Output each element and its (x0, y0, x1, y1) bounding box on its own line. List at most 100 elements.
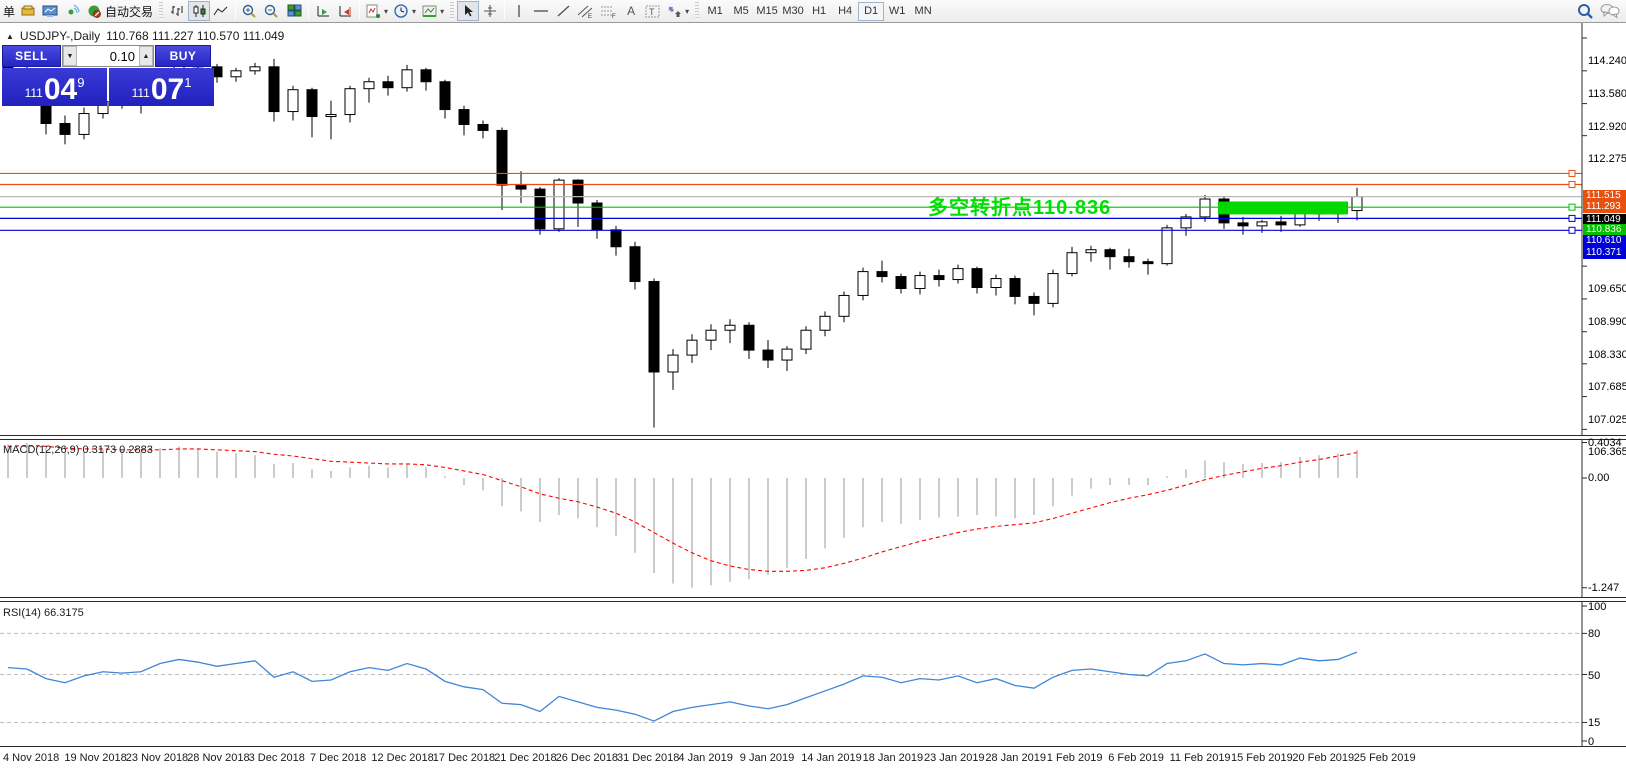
chat-icon[interactable] (1597, 1, 1623, 21)
sell-quote[interactable]: 111 04 9 (2, 68, 107, 106)
candle-body (876, 271, 888, 278)
date-axis[interactable]: 4 Nov 2018 19 Nov 2018 23 Nov 2018 28 Nov 2… (0, 746, 1626, 771)
timeframe-w1[interactable]: W1 (888, 5, 906, 17)
line-anchor-handle[interactable] (1568, 214, 1576, 222)
volume-decrease-button[interactable]: ▼ (63, 46, 77, 66)
zoom-in-icon[interactable] (239, 1, 261, 21)
bar-chart-icon[interactable] (166, 1, 188, 21)
timeframe-h4[interactable]: H4 (838, 5, 853, 17)
timeframe-bar: M1 M5 M15 M30 H1 H4 D1 W1 MN (702, 1, 936, 21)
toolbar-grip[interactable] (159, 2, 164, 20)
chart-profile-icon[interactable] (39, 1, 61, 21)
svg-text:T: T (649, 7, 655, 17)
sell-price-big: 04 (43, 73, 78, 106)
vertical-line-icon[interactable] (508, 1, 530, 21)
timeframe-m5[interactable]: M5 (733, 5, 749, 17)
volume-increase-button[interactable]: ▲ (139, 46, 153, 66)
main-price-chart[interactable] (0, 23, 1626, 435)
text-icon[interactable]: A (627, 4, 636, 18)
rsi-label: RSI(14) 66.3175 (3, 607, 84, 619)
candle-body (496, 129, 508, 186)
chevron-down-icon: ▾ (685, 6, 690, 16)
search-icon[interactable] (1574, 1, 1597, 21)
arrows-icon[interactable]: ▾ (664, 1, 692, 21)
autotrade-icon[interactable]: 自动交易 (83, 1, 156, 21)
sell-button[interactable]: SELL (2, 45, 61, 67)
buy-button[interactable]: BUY (155, 45, 211, 67)
new-order-partial-label[interactable]: 单 (3, 4, 16, 19)
panel-separator[interactable] (0, 435, 1626, 440)
sell-price-sup: 9 (77, 75, 85, 90)
panel-separator[interactable] (0, 597, 1626, 602)
date-axis-label: 21 Dec 2018 (494, 752, 557, 764)
fibonacci-icon[interactable]: F (597, 1, 620, 21)
chart-title: USDJPY-,Daily (19, 29, 101, 43)
timeframe-m1[interactable]: M1 (707, 5, 723, 17)
buy-quote[interactable]: 111 07 1 (109, 68, 214, 106)
chart-window: ▲ USDJPY-,Daily 110.768 111.227 110.570 … (0, 23, 1626, 771)
line-anchor-handle[interactable] (1568, 180, 1576, 188)
timeframe-m15[interactable]: M15 (756, 5, 778, 17)
periods-button[interactable]: ▾ (391, 1, 419, 21)
chart-shift-icon[interactable] (334, 1, 356, 21)
candle-body (952, 268, 964, 281)
date-axis-label: 26 Dec 2018 (555, 752, 618, 764)
templates-button[interactable]: ▾ (419, 1, 447, 21)
buy-price-sup: 1 (184, 75, 192, 90)
candle-body (1180, 216, 1192, 229)
macd-label: MACD(12,26,9) 0.3173 0.2883 (3, 444, 153, 456)
candle-body (363, 81, 375, 90)
date-axis-label: 3 Dec 2018 (248, 752, 305, 764)
candlestick-chart-icon[interactable] (188, 1, 211, 21)
price-axis-tick-label: 113.580 (1588, 87, 1626, 100)
timeframe-m30[interactable]: M30 (782, 5, 804, 17)
date-axis-label: 1 Feb 2019 (1046, 752, 1103, 764)
volume-input[interactable] (77, 46, 139, 66)
new-order-icon[interactable] (17, 1, 39, 21)
tile-windows-icon[interactable] (283, 1, 305, 21)
candle-body (800, 329, 812, 350)
date-axis-label: 4 Nov 2018 (3, 752, 60, 764)
toolbar-grip[interactable] (450, 2, 455, 20)
candle-body (401, 69, 413, 89)
candle-body (1009, 278, 1021, 297)
toolbar-separator (359, 2, 361, 20)
candle-body (420, 69, 432, 83)
highlight-rectangle[interactable] (1218, 201, 1348, 215)
pivot-annotation-text[interactable]: 多空转折点110.836 (928, 197, 1112, 219)
signal-icon[interactable] (61, 1, 83, 21)
date-axis-label: 18 Jan 2019 (862, 752, 924, 764)
trend-line-icon[interactable] (552, 1, 574, 21)
horizontal-line-icon[interactable] (530, 1, 552, 21)
candle-body (534, 188, 546, 230)
toolbar-grip[interactable] (695, 2, 700, 20)
candle-body (249, 66, 261, 72)
candle-body (648, 281, 660, 373)
volume-box: ▼ ▲ (62, 45, 154, 67)
date-axis-label: 17 Dec 2018 (432, 752, 496, 764)
timeframe-h1[interactable]: H1 (812, 5, 827, 17)
equidistant-channel-icon[interactable]: E (574, 1, 597, 21)
line-chart-icon[interactable] (210, 1, 232, 21)
crosshair-icon[interactable] (479, 1, 501, 21)
text-label-icon[interactable]: T (642, 1, 664, 21)
line-anchor-handle[interactable] (1568, 203, 1576, 211)
line-anchor-handle[interactable] (1568, 226, 1576, 234)
collapse-panel-icon[interactable]: ▲ (6, 31, 14, 41)
candle-body (230, 70, 242, 78)
chevron-down-icon: ▾ (440, 6, 445, 16)
candle-body (1256, 221, 1268, 227)
zoom-out-icon[interactable] (261, 1, 283, 21)
date-axis-label: 9 Jan 2019 (739, 752, 795, 764)
date-axis-label: 31 Dec 2018 (617, 752, 680, 764)
timeframe-mn[interactable]: MN (914, 5, 932, 17)
timeframe-d1[interactable]: D1 (858, 1, 885, 21)
date-axis-label: 6 Feb 2019 (1108, 752, 1164, 764)
candle-body (1028, 295, 1040, 304)
line-anchor-handle[interactable] (1568, 169, 1576, 177)
auto-scroll-icon[interactable] (312, 1, 334, 21)
macd-signal-line (7, 444, 1358, 572)
rsi-axis-tick-label: 15 (1588, 717, 1601, 730)
indicators-button[interactable]: ▾ (363, 1, 391, 21)
cursor-icon[interactable] (457, 1, 480, 21)
